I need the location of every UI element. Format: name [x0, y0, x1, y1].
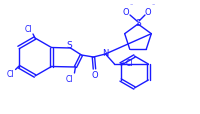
- Text: Cl: Cl: [66, 75, 73, 84]
- Text: N: N: [102, 49, 109, 58]
- Text: O: O: [91, 70, 98, 79]
- Text: Cl: Cl: [126, 59, 133, 68]
- Text: O: O: [145, 7, 151, 16]
- Text: S: S: [135, 18, 141, 27]
- Text: O: O: [123, 7, 129, 16]
- Text: ⁻: ⁻: [129, 4, 133, 9]
- Text: ⁻: ⁻: [151, 4, 155, 9]
- Text: S: S: [67, 41, 72, 50]
- Text: Cl: Cl: [24, 25, 32, 34]
- Text: Cl: Cl: [7, 69, 14, 78]
